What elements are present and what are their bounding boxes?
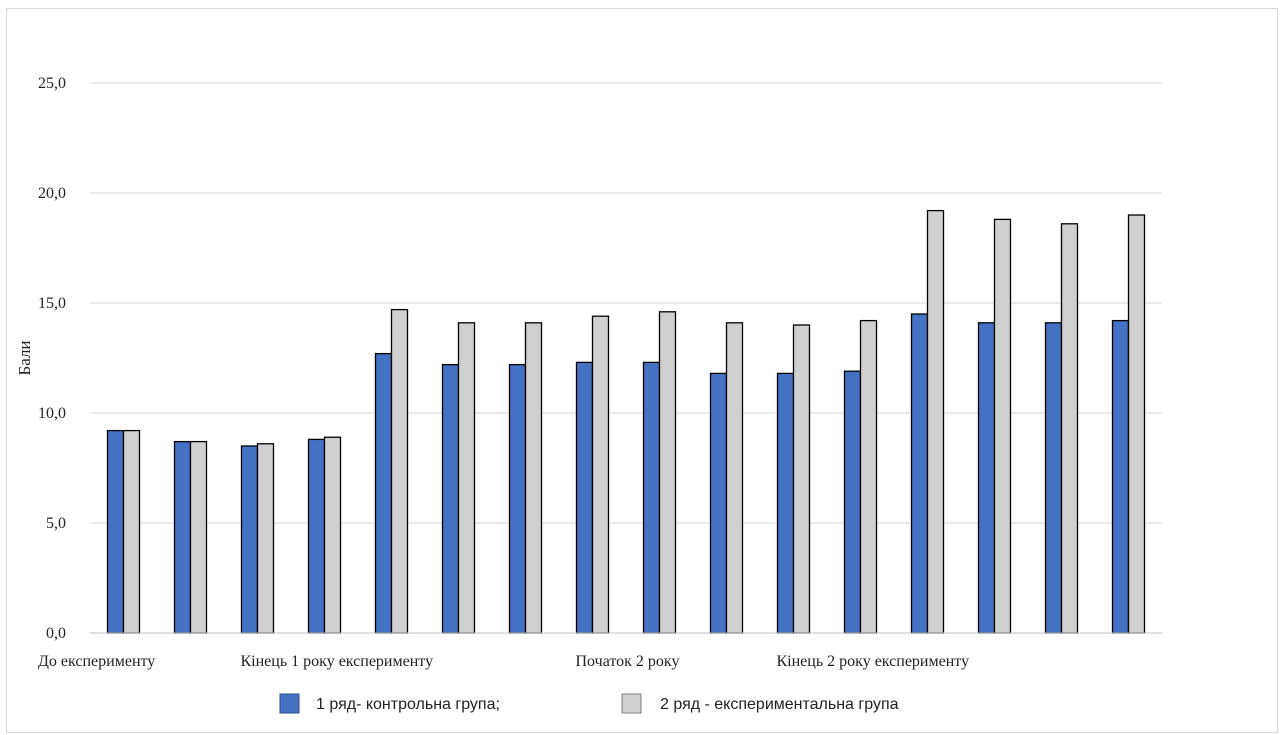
bar-series1-group2 bbox=[173, 440, 192, 634]
bar-series1-group13 bbox=[910, 313, 929, 634]
bar-series2-group11 bbox=[792, 324, 811, 634]
bar-series2-group10 bbox=[725, 322, 744, 634]
bar-series2-group9 bbox=[658, 311, 677, 634]
bar-series1-group3 bbox=[240, 445, 259, 634]
bar-series1-group6 bbox=[441, 363, 460, 634]
x-category-label: Кінець 1 року експерименту bbox=[241, 653, 434, 670]
bar-series1-group14 bbox=[977, 322, 996, 634]
y-tick-label: 10,0 bbox=[38, 405, 66, 422]
y-tick-label: 15,0 bbox=[38, 295, 66, 312]
y-tick-label: 20,0 bbox=[38, 185, 66, 202]
bar-series1-group7 bbox=[508, 363, 527, 634]
legend-swatch-series2 bbox=[621, 693, 642, 714]
bar-series2-group1 bbox=[122, 429, 141, 634]
bar-series1-group4 bbox=[307, 438, 326, 634]
bar-series2-group16 bbox=[1127, 214, 1146, 634]
bar-series2-group3 bbox=[256, 443, 275, 634]
bar-series1-group9 bbox=[642, 361, 661, 634]
bar-series2-group7 bbox=[524, 322, 543, 634]
x-category-label: Початок 2 року bbox=[576, 653, 680, 670]
bar-series2-group13 bbox=[926, 209, 945, 634]
bar-series2-group14 bbox=[993, 218, 1012, 634]
bar-series2-group4 bbox=[323, 436, 342, 634]
bar-series2-group6 bbox=[457, 322, 476, 634]
bar-series1-group16 bbox=[1111, 319, 1130, 634]
bar-series1-group15 bbox=[1044, 322, 1063, 634]
bar-series2-group15 bbox=[1060, 223, 1079, 634]
y-tick-label: 5,0 bbox=[46, 515, 66, 532]
category-labels: До експерименту Кінець 1 року експеримент… bbox=[38, 653, 969, 670]
bar-series1-group11 bbox=[776, 372, 795, 634]
bar-series2-group2 bbox=[189, 440, 208, 634]
bar-series1-group10 bbox=[709, 372, 728, 634]
y-axis-ticks: 0,0 5,0 10,0 15,0 20,0 25,0 bbox=[38, 75, 66, 642]
legend-label-series2: 2 ряд - експериментальна група bbox=[660, 696, 899, 713]
y-tick-label: 0,0 bbox=[46, 625, 66, 642]
bar-series2-group12 bbox=[859, 319, 878, 634]
y-axis-label: Бали bbox=[15, 340, 34, 375]
legend-swatch-series1 bbox=[279, 693, 300, 714]
y-tick-label: 25,0 bbox=[38, 75, 66, 92]
legend-label-series1: 1 ряд- контрольна група; bbox=[316, 696, 500, 713]
bar-series1-group1 bbox=[106, 429, 125, 634]
x-category-label: До експерименту bbox=[38, 653, 155, 670]
legend: 1 ряд- контрольна група; 2 ряд - експерим… bbox=[279, 693, 899, 714]
bar-series1-group8 bbox=[575, 361, 594, 634]
bar-series1-group12 bbox=[843, 370, 862, 634]
bar-series1-group5 bbox=[374, 352, 393, 634]
x-category-label: Кінець 2 року експерименту bbox=[777, 653, 970, 670]
bars bbox=[106, 209, 1146, 634]
bar-series2-group8 bbox=[591, 315, 610, 634]
bar-series2-group5 bbox=[390, 308, 409, 634]
